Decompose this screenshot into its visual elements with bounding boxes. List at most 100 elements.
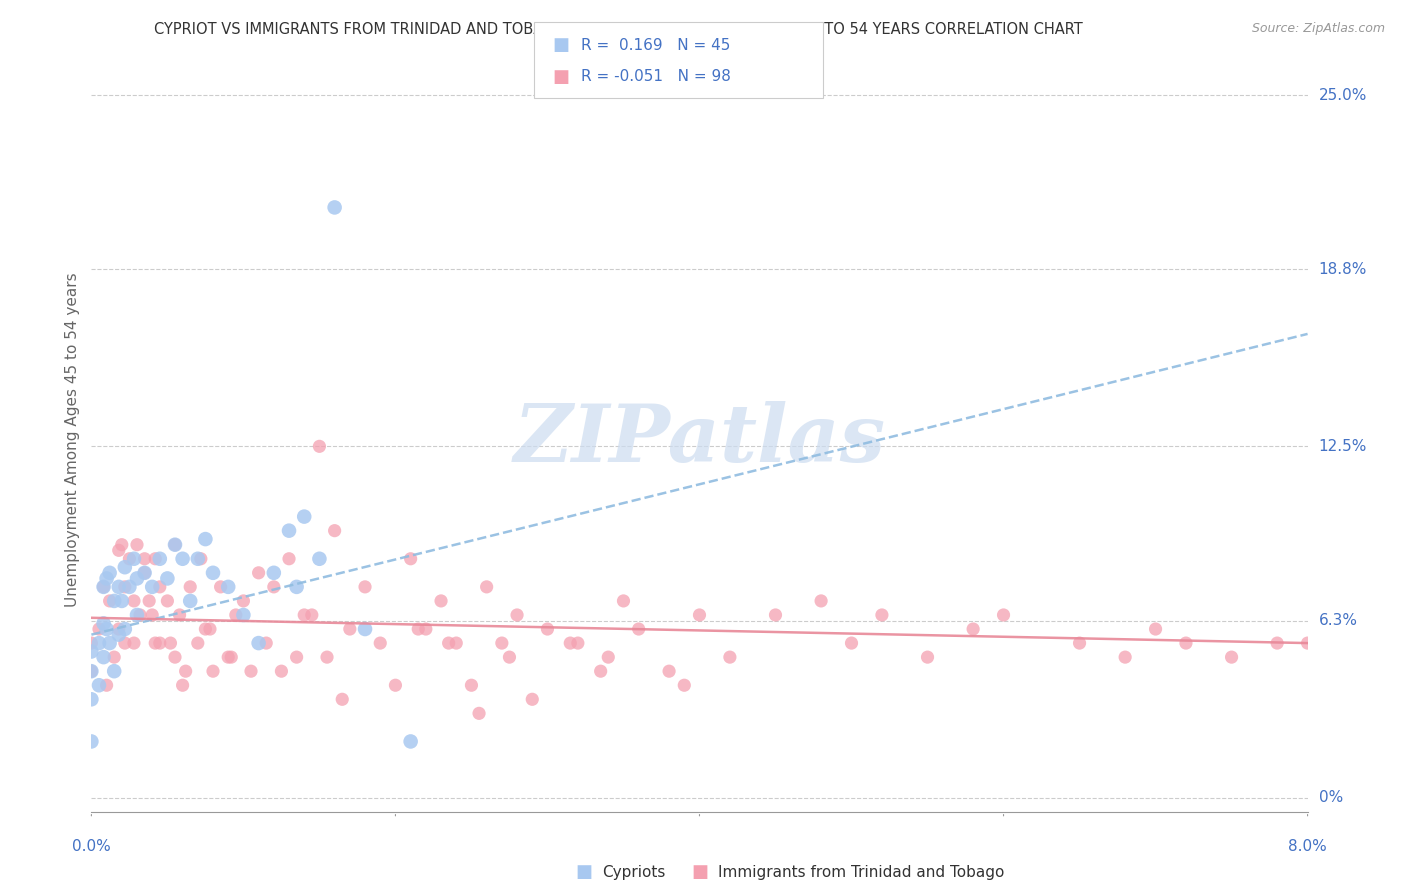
Point (330, 692, 353, 706)
Point (118, 580, 141, 594)
Point (406, 622, 429, 636)
Point (225, 607, 247, 622)
Point (125, 538, 148, 552)
Point (125, 571, 148, 585)
Point (125, 607, 148, 622)
Point (354, 622, 377, 636)
Point (240, 664, 263, 678)
Text: ■: ■ (692, 863, 709, 881)
Point (1175, 636, 1198, 650)
Text: 0%: 0% (1319, 790, 1343, 805)
Text: ■: ■ (553, 68, 569, 86)
Point (209, 580, 232, 594)
Point (93, 650, 115, 665)
Point (122, 551, 145, 566)
Text: 6.3%: 6.3% (1319, 613, 1358, 628)
Point (308, 439, 330, 453)
Point (1220, 650, 1243, 665)
Point (149, 551, 172, 566)
Point (765, 607, 787, 622)
Point (103, 594, 125, 608)
Point (172, 551, 194, 566)
Text: CYPRIOT VS IMMIGRANTS FROM TRINIDAD AND TOBAGO UNEMPLOYMENT AMONG AGES 45 TO 54 : CYPRIOT VS IMMIGRANTS FROM TRINIDAD AND … (155, 22, 1083, 37)
Point (194, 622, 217, 636)
Point (247, 636, 270, 650)
Point (232, 594, 254, 608)
Point (202, 566, 225, 580)
Point (1265, 636, 1288, 650)
Point (522, 692, 544, 706)
Point (917, 650, 939, 665)
Point (98, 636, 121, 650)
Text: Source: ZipAtlas.com: Source: ZipAtlas.com (1251, 22, 1385, 36)
Point (506, 607, 529, 622)
Point (149, 636, 172, 650)
Point (122, 594, 145, 608)
Text: Cypriots: Cypriots (602, 865, 665, 880)
Point (107, 627, 129, 641)
Point (103, 664, 125, 678)
Point (278, 524, 301, 538)
Point (292, 607, 315, 622)
Point (475, 580, 498, 594)
Point (198, 622, 221, 636)
Text: 12.5%: 12.5% (1319, 439, 1367, 454)
Point (96, 571, 118, 585)
Point (80, 644, 103, 658)
Point (1069, 636, 1091, 650)
Point (567, 636, 589, 650)
Point (80, 636, 103, 650)
Point (202, 664, 225, 678)
Point (163, 538, 186, 552)
Point (138, 594, 160, 608)
Point (172, 678, 194, 692)
Point (129, 607, 152, 622)
Point (263, 580, 285, 594)
Point (111, 538, 134, 552)
Point (316, 650, 339, 665)
Point (107, 543, 129, 558)
Text: R = -0.051   N = 98: R = -0.051 N = 98 (581, 70, 731, 85)
Point (93, 580, 115, 594)
Point (658, 664, 681, 678)
Point (111, 594, 134, 608)
Point (536, 622, 558, 636)
Point (437, 636, 460, 650)
Point (254, 636, 277, 650)
Point (841, 636, 863, 650)
Point (270, 664, 292, 678)
Point (87, 622, 110, 636)
Text: 8.0%: 8.0% (1288, 839, 1327, 855)
Point (688, 607, 710, 622)
Point (263, 566, 285, 580)
Point (810, 594, 832, 608)
Point (163, 650, 186, 665)
Point (285, 580, 308, 594)
Point (354, 580, 377, 594)
Point (232, 607, 254, 622)
Point (292, 509, 315, 524)
Point (217, 650, 239, 665)
Point (80, 692, 103, 706)
Point (174, 664, 197, 678)
Point (498, 650, 520, 665)
Point (114, 622, 136, 636)
Point (491, 636, 513, 650)
Point (339, 622, 361, 636)
Point (103, 650, 125, 665)
Point (87, 636, 110, 650)
Point (96, 678, 118, 692)
Point (627, 622, 650, 636)
Point (1144, 622, 1167, 636)
Point (107, 622, 129, 636)
Text: Immigrants from Trinidad and Tobago: Immigrants from Trinidad and Tobago (718, 865, 1005, 880)
Point (323, 524, 346, 538)
Point (1296, 636, 1319, 650)
Point (962, 622, 984, 636)
Text: ZIPatlas: ZIPatlas (513, 401, 886, 478)
Point (308, 551, 330, 566)
Point (219, 650, 242, 665)
Point (93, 616, 115, 631)
Point (194, 532, 217, 546)
Point (87, 678, 110, 692)
